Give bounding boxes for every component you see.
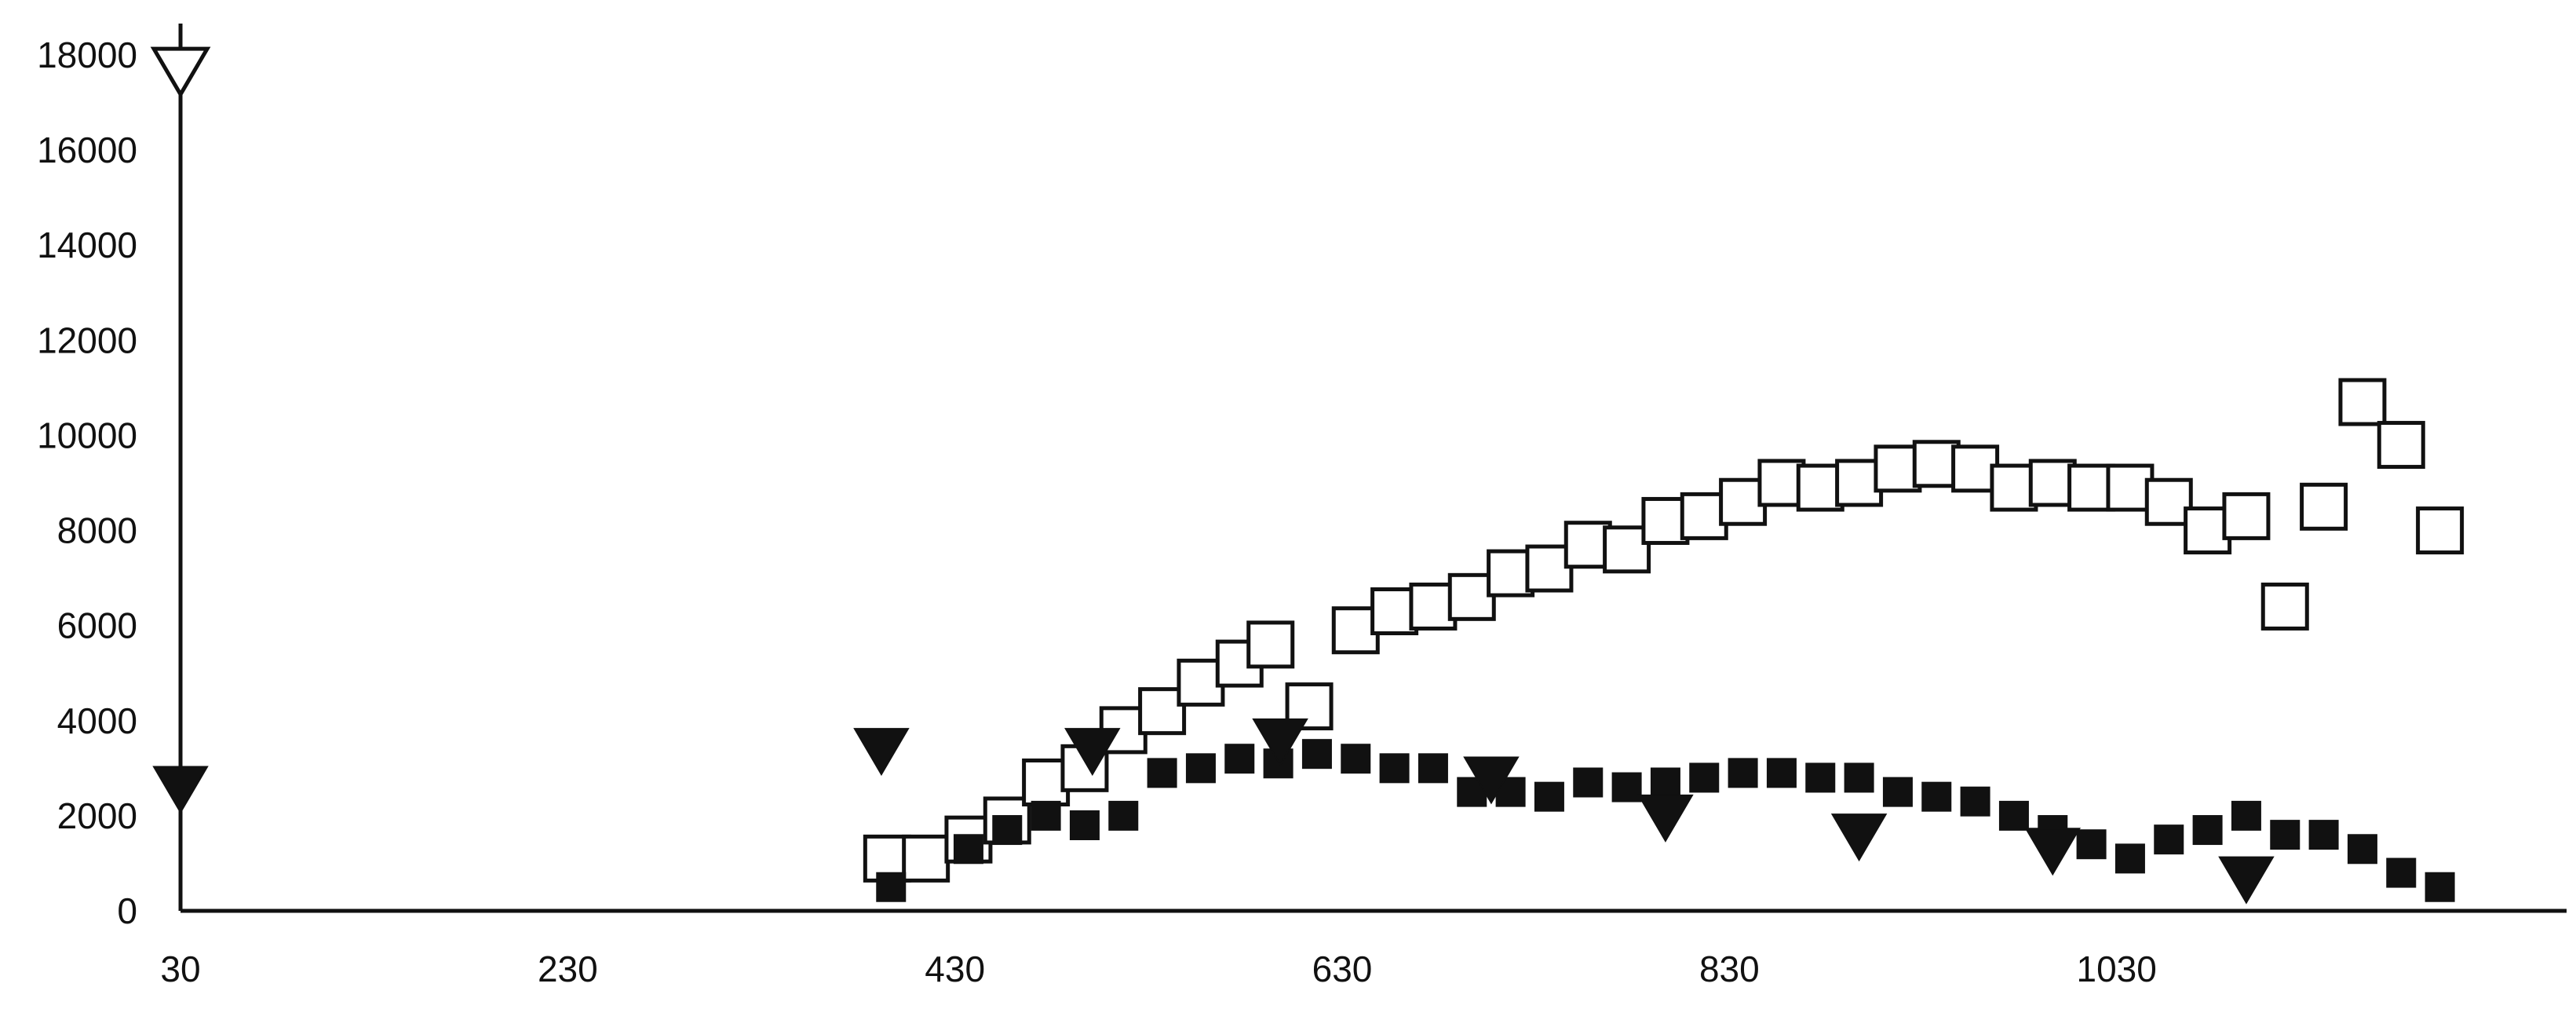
open-square-point <box>1603 525 1651 574</box>
filled-square-point <box>2076 829 2107 860</box>
filled-square-point <box>2386 857 2417 888</box>
filled-square-point <box>2347 834 2377 865</box>
filled-triangle-point <box>2024 828 2082 876</box>
open-square-point <box>1796 463 1844 512</box>
x-tick-labels: 30 230 430 630 830 1030 <box>160 949 2156 989</box>
filled-square-point <box>2154 824 2184 855</box>
open-square-point <box>1757 459 1806 507</box>
filled-square-point <box>1882 777 1913 807</box>
filled-square-point <box>2425 872 2455 902</box>
open-square-point <box>902 834 950 883</box>
filled-square-point <box>1031 800 1061 831</box>
filled-square-point <box>1069 810 1100 840</box>
x-tick-label: 230 <box>538 949 598 989</box>
filled-square-point <box>992 815 1023 846</box>
filled-square-point <box>1650 767 1680 798</box>
x-tick-label: 430 <box>925 949 985 989</box>
filled-triangle-point <box>1064 728 1121 777</box>
x-tick-label: 30 <box>160 949 200 989</box>
open-square-point <box>2184 506 2232 555</box>
filled-square-point <box>1611 772 1642 802</box>
filled-square-point <box>2192 815 2223 846</box>
open-square-point <box>1563 521 1612 569</box>
filled-square-point <box>1998 800 2029 831</box>
x-tick-label: 1030 <box>2076 949 2156 989</box>
filled-triangle-point <box>1463 756 1520 805</box>
open-square-point <box>2067 463 2116 512</box>
filled-square-point <box>1379 753 1410 784</box>
open-square-point <box>1951 444 2000 493</box>
open-square-point <box>1370 587 1419 635</box>
open-square-point <box>2222 492 2271 540</box>
filled-square-point <box>1805 762 1836 793</box>
y-tick-labels: 0 2000 4000 6000 8000 10000 12000 14000 16000 180… <box>37 35 137 931</box>
y-tick-label: 0 <box>117 890 137 931</box>
y-tick-label: 16000 <box>37 130 137 170</box>
open-square-point <box>1022 759 1071 806</box>
filled-square-point <box>1689 762 1720 793</box>
filled-square-point <box>1921 781 1952 812</box>
filled-square-point <box>2308 820 2339 850</box>
y-tick-label: 4000 <box>57 700 137 741</box>
filled-square-point <box>2114 843 2145 874</box>
filled-triangle-point <box>152 766 209 814</box>
filled-square-point <box>1341 744 1371 774</box>
axes <box>178 24 2567 913</box>
filled-square-point <box>1728 758 1758 788</box>
open-square-point <box>2144 477 2193 526</box>
filled-triangle-point <box>2218 856 2275 905</box>
y-tick-label: 14000 <box>37 225 137 265</box>
x-tick-label: 830 <box>1699 949 1760 989</box>
open-square-point <box>2377 421 2425 470</box>
filled-square-point <box>1766 758 1797 788</box>
open-square-point <box>1177 658 1225 707</box>
filled-square-point <box>2231 800 2261 831</box>
filled-square-point <box>1534 781 1564 812</box>
filled-triangle-point <box>1252 718 1308 766</box>
y-tick-label: 10000 <box>37 415 137 455</box>
filled-square-point <box>953 834 983 865</box>
open-square-point <box>1138 687 1187 736</box>
filled-square-point <box>1224 744 1255 774</box>
open-square-point <box>2300 482 2348 531</box>
open-square-point <box>2260 582 2309 631</box>
y-tick-label: 2000 <box>57 795 137 836</box>
open-square-point <box>1680 492 1728 540</box>
open-square-point <box>1835 459 1884 507</box>
filled-triangle-point <box>1637 794 1694 843</box>
y-tick-label: 6000 <box>57 605 137 646</box>
filled-square-point <box>1573 767 1604 798</box>
open-triangle-point <box>150 46 211 99</box>
filled-square-point <box>1108 800 1139 831</box>
filled-square-point <box>876 872 907 902</box>
open-square-point <box>1331 606 1380 655</box>
filled-square-point <box>1418 753 1448 784</box>
filled-square-point <box>1301 739 1332 770</box>
open-square-point <box>2416 506 2465 555</box>
filled-triangle-point <box>853 728 910 777</box>
data-points <box>150 46 2465 905</box>
open-square-point <box>2338 378 2387 426</box>
open-square-point <box>1285 682 1334 731</box>
filled-square-point <box>2270 820 2301 850</box>
x-tick-label: 630 <box>1312 949 1373 989</box>
filled-square-point <box>1960 786 1990 817</box>
filled-triangle-point <box>1830 813 1888 862</box>
filled-square-point <box>1185 753 1216 784</box>
filled-square-point <box>1147 758 1177 788</box>
filled-square-point <box>1844 762 1874 793</box>
y-tick-label: 12000 <box>37 320 137 360</box>
open-square-point <box>2106 463 2155 512</box>
y-tick-label: 18000 <box>37 35 137 75</box>
open-square-point <box>1525 544 1574 593</box>
open-square-point <box>1246 620 1295 669</box>
open-square-point <box>1912 440 1961 488</box>
y-tick-label: 8000 <box>57 510 137 551</box>
